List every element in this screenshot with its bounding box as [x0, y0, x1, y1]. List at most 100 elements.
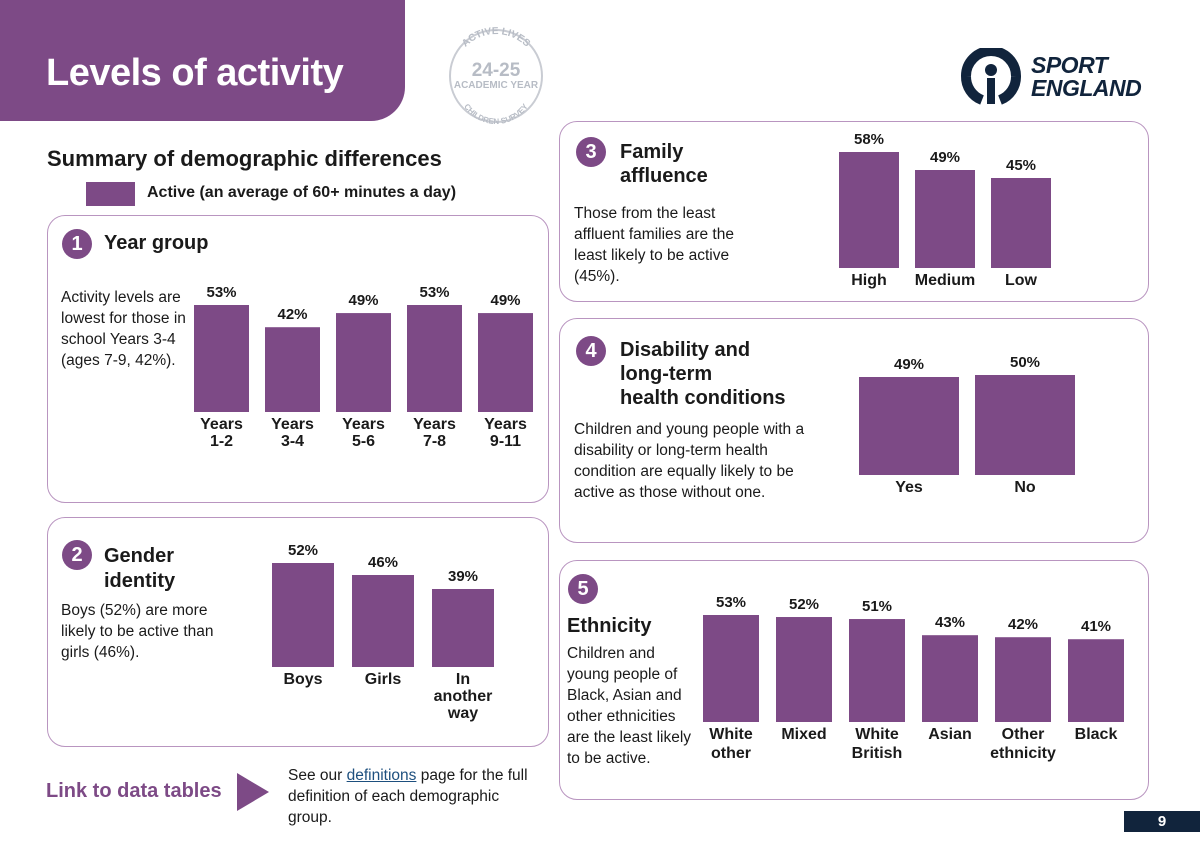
bar-year-2: [336, 313, 391, 412]
section-desc-year: Activity levels are lowest for those in …: [61, 289, 186, 369]
category-label-ethnicity-5-0: Black: [1075, 726, 1118, 743]
category-label-ethnicity-4-1: ethnicity: [990, 745, 1056, 762]
value-label-year-4: 49%: [490, 292, 520, 309]
section-number-5: 5: [568, 574, 598, 604]
bar-ethnicity-4: [995, 637, 1051, 722]
definitions-note: See our definitions page for the full de…: [288, 765, 528, 828]
value-label-gender-0: 52%: [288, 542, 318, 559]
page-title: Levels of activity: [46, 52, 344, 94]
active-lives-badge: ACTIVE LIVES 24-25 ACADEMIC YEAR CHILDRE…: [449, 26, 543, 126]
page-number: 9: [1124, 811, 1200, 832]
section-title-affluence-2: affluence: [620, 165, 708, 187]
logo-line2: ENGLAND: [1031, 75, 1142, 101]
bar-affluence-2: [991, 178, 1051, 268]
badge-line3: CHILDREN SURVEY: [462, 102, 530, 126]
value-label-disability-1: 50%: [1010, 354, 1040, 371]
svg-text:ACTIVE LIVES: ACTIVE LIVES: [460, 26, 532, 50]
bar-ethnicity-0: [703, 615, 759, 722]
bar-year-3: [407, 305, 462, 412]
category-label-year-0-0: Years: [200, 416, 243, 433]
bar-gender-0: [272, 563, 334, 667]
bar-affluence-1: [915, 170, 975, 268]
category-label-ethnicity-0-0: White: [709, 726, 753, 743]
chart-year-group: 53%Years1-242%Years3-449%Years5-653%Year…: [194, 284, 533, 450]
value-label-year-0: 53%: [206, 284, 236, 301]
chart-disability: 49% Yes 50% No: [859, 354, 1075, 496]
category-label-year-0-1: 1-2: [210, 433, 233, 450]
section-desc-ethnicity: Children and young people of Black, Asia…: [567, 645, 692, 767]
bar-ethnicity-1: [776, 617, 832, 722]
value-label-year-3: 53%: [419, 284, 449, 301]
category-label-gender-1-0: Girls: [365, 671, 402, 688]
section-title-disability-2: long-term: [620, 363, 713, 385]
value-label-ethnicity-3: 43%: [935, 614, 965, 631]
section-number-2: 2: [62, 540, 92, 570]
category-label-ethnicity-3-0: Asian: [928, 726, 972, 743]
value-label-year-1: 42%: [277, 306, 307, 323]
arrow-right-icon[interactable]: [237, 773, 269, 811]
category-label-year-4-1: 9-11: [490, 433, 521, 450]
value-label-year-2: 49%: [348, 292, 378, 309]
bar-ethnicity-5: [1068, 639, 1124, 722]
section-number-1: 1: [62, 229, 92, 259]
link-to-data-tables[interactable]: Link to data tables: [46, 780, 222, 802]
badge-year: 24-25: [472, 60, 521, 81]
section-title-ethnicity: Ethnicity: [567, 615, 652, 637]
category-label-disability-1-0: No: [1014, 479, 1036, 496]
section-desc-disability: Children and young people with a disabil…: [574, 421, 805, 501]
category-label-year-1-0: Years: [271, 416, 314, 433]
section-title-year: Year group: [104, 232, 209, 254]
bar-disability-0: [859, 377, 959, 475]
bar-disability-1: [975, 375, 1075, 475]
section-title-affluence-1: Family: [620, 141, 684, 163]
section-number-3: 3: [576, 137, 606, 167]
bar-year-4: [478, 313, 533, 412]
summary-title: Summary of demographic differences: [47, 146, 442, 171]
category-label-ethnicity-2-0: White: [855, 726, 899, 743]
category-label-gender-2-1: another: [434, 688, 493, 705]
bar-year-0: [194, 305, 249, 412]
section-number-4: 4: [576, 336, 606, 366]
badge-line2: ACADEMIC YEAR: [454, 80, 539, 91]
category-label-year-4-0: Years: [484, 416, 527, 433]
definitions-link[interactable]: definitions: [346, 767, 417, 784]
value-label-gender-1: 46%: [368, 554, 398, 571]
category-label-ethnicity-4-0: Other: [1002, 726, 1045, 743]
sport-england-logo-icon: [961, 48, 1021, 105]
category-label-affluence-2-0: Low: [1005, 272, 1038, 289]
section-desc-gender: Boys (52%) are more likely to be active …: [61, 602, 214, 661]
header-band: [0, 0, 405, 121]
category-label-year-3-1: 7-8: [423, 433, 446, 450]
svg-text:CHILDREN SURVEY: CHILDREN SURVEY: [462, 102, 530, 126]
category-label-year-2-1: 5-6: [352, 433, 375, 450]
bar-gender-1: [352, 575, 414, 667]
category-label-gender-0-0: Boys: [283, 671, 322, 688]
category-label-ethnicity-1-0: Mixed: [781, 726, 826, 743]
value-label-ethnicity-4: 42%: [1008, 616, 1038, 633]
category-label-year-3-0: Years: [413, 416, 456, 433]
bar-gender-2: [432, 589, 494, 667]
value-label-ethnicity-1: 52%: [789, 596, 819, 613]
badge-line1: ACTIVE LIVES: [460, 26, 532, 50]
definitions-text-before: See our: [288, 767, 347, 784]
section-title-gender-2: identity: [104, 570, 176, 592]
category-label-disability-0-0: Yes: [895, 479, 923, 496]
value-label-affluence-1: 49%: [930, 149, 960, 166]
category-label-affluence-0-0: High: [851, 272, 887, 289]
value-label-ethnicity-0: 53%: [716, 594, 746, 611]
chart-family-affluence: 58% High 49% Medium 45% Low: [839, 131, 1051, 289]
category-label-ethnicity-2-1: British: [852, 745, 903, 762]
section-title-gender-1: Gender: [104, 545, 175, 567]
section-title-disability-1: Disability and: [620, 339, 751, 361]
value-label-affluence-2: 45%: [1006, 157, 1036, 174]
value-label-affluence-0: 58%: [854, 131, 884, 148]
bar-ethnicity-3: [922, 635, 978, 722]
legend-label: Active (an average of 60+ minutes a day): [147, 184, 457, 201]
value-label-disability-0: 49%: [894, 356, 924, 373]
category-label-ethnicity-0-1: other: [711, 745, 751, 762]
category-label-gender-2-2: way: [447, 705, 478, 722]
value-label-ethnicity-2: 51%: [862, 598, 892, 615]
definitions-text-after: page for the full definition of each dem…: [288, 767, 528, 826]
chart-ethnicity: 53% White other 52% Mixed 51% White British 43% A…: [703, 594, 1124, 762]
